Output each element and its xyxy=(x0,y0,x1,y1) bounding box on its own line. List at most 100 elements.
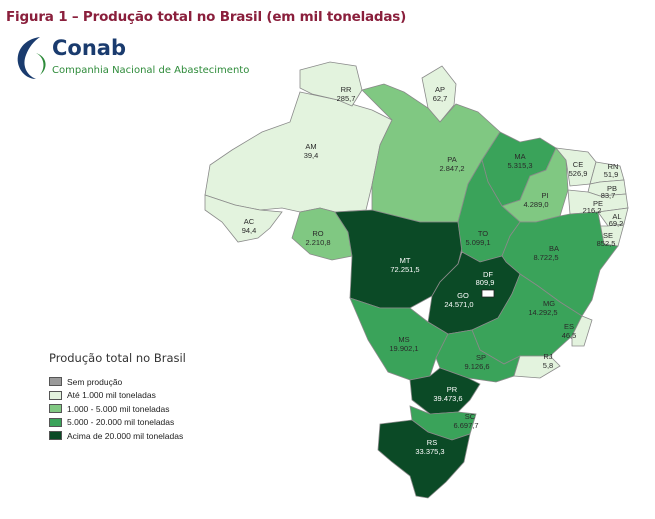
label-SE: SE 852,5 xyxy=(597,231,616,248)
label-value: 5,8 xyxy=(543,361,553,370)
label-SP: SP 9.126,6 xyxy=(464,353,489,371)
label-AM: AM 39,4 xyxy=(304,142,319,160)
label-abbr: PA xyxy=(447,155,456,164)
legend-label: 1.000 - 5.000 mil toneladas xyxy=(67,403,170,414)
label-abbr: AP xyxy=(435,85,445,94)
label-MS: MS 19.902,1 xyxy=(389,335,418,353)
state-PR xyxy=(409,367,481,415)
label-value: 19.902,1 xyxy=(389,344,418,353)
label-abbr: AL xyxy=(612,212,621,221)
label-value: 33.375,3 xyxy=(415,447,444,456)
legend-label: Acima de 20.000 mil toneladas xyxy=(67,430,184,441)
label-abbr: ES xyxy=(564,322,574,331)
label-value: 62,7 xyxy=(433,94,448,103)
label-PR: PR 39.473,6 xyxy=(433,385,462,403)
label-AP: AP 62,7 xyxy=(433,85,448,103)
label-abbr: RS xyxy=(427,438,437,447)
label-RJ: RJ 5,8 xyxy=(543,352,553,370)
label-AL: AL 69,2 xyxy=(609,212,624,228)
label-abbr: MT xyxy=(400,256,411,265)
label-value: 5.315,3 xyxy=(507,161,532,170)
legend-title: Produção total no Brasil xyxy=(49,351,186,365)
legend-label: 5.000 - 20.000 mil toneladas xyxy=(67,417,175,428)
legend-item: Sem produção xyxy=(49,375,186,389)
label-abbr: DF xyxy=(483,270,493,279)
label-abbr: MG xyxy=(543,299,555,308)
label-abbr: SE xyxy=(603,231,613,240)
state-ES xyxy=(571,315,593,347)
state-RS xyxy=(377,419,471,499)
label-MG: MG 14.292,5 xyxy=(528,299,557,317)
label-RS: RS 33.375,3 xyxy=(415,438,444,456)
legend-item: 5.000 - 20.000 mil toneladas xyxy=(49,416,186,430)
label-PI: PI 4.289,0 xyxy=(523,191,548,209)
label-value: 526,9 xyxy=(569,169,588,178)
legend-swatch xyxy=(49,417,62,427)
label-value: 69,2 xyxy=(609,219,624,228)
label-abbr: RN xyxy=(608,162,619,171)
legend-swatch xyxy=(49,404,62,414)
label-BA: BA 8.722,5 xyxy=(533,244,559,262)
label-value: 4.289,0 xyxy=(523,200,548,209)
label-RN: RN 51,9 xyxy=(604,162,619,179)
label-PA: PA 2.847,2 xyxy=(439,155,464,173)
label-value: 5.099,1 xyxy=(465,238,490,247)
map-labels: RR 285,7 AP 62,7 AM 39,4 PA 2.847,2 AC 94,4 R… xyxy=(242,85,624,456)
label-abbr: CE xyxy=(573,160,583,169)
label-abbr: MS xyxy=(398,335,409,344)
label-value: 6.697,7 xyxy=(453,421,478,430)
map-legend: Produção total no Brasil Sem produção At… xyxy=(49,351,186,443)
label-SC: SC 6.697,7 xyxy=(453,412,478,430)
label-value: 83,7 xyxy=(601,191,616,200)
legend-label: Até 1.000 mil toneladas xyxy=(67,390,156,401)
label-value: 2.847,2 xyxy=(439,164,464,173)
label-value: 9.126,6 xyxy=(464,362,489,371)
logo-name: Conab xyxy=(52,36,126,60)
label-value: 809,9 xyxy=(476,278,495,287)
figure-title: Figura 1 – Produção total no Brasil (em … xyxy=(6,9,407,25)
label-AC: AC 94,4 xyxy=(242,217,257,235)
label-abbr: MA xyxy=(514,152,525,161)
label-abbr: PE xyxy=(593,199,603,208)
label-value: 24.571,0 xyxy=(444,300,473,309)
legend-swatch xyxy=(49,390,62,400)
legend-item: 1.000 - 5.000 mil toneladas xyxy=(49,402,186,416)
label-TO: TO 5.099,1 xyxy=(465,229,490,247)
label-MT: MT 72.251,5 xyxy=(390,256,419,274)
label-abbr: RO xyxy=(312,229,323,238)
label-value: 216,2 xyxy=(583,206,602,215)
label-MA: MA 5.315,3 xyxy=(507,152,532,170)
label-value: 852,5 xyxy=(597,239,616,248)
conab-emblem-icon xyxy=(17,37,46,79)
legend-item: Acima de 20.000 mil toneladas xyxy=(49,429,186,443)
label-abbr: SP xyxy=(476,353,486,362)
label-abbr: AM xyxy=(305,142,316,151)
label-abbr: RR xyxy=(341,85,352,94)
legend-label: Sem produção xyxy=(67,376,123,387)
label-abbr: PR xyxy=(447,385,458,394)
label-GO: GO 24.571,0 xyxy=(444,291,473,309)
legend-swatch xyxy=(49,377,62,387)
label-RR: RR 285,7 xyxy=(337,85,356,103)
label-value: 94,4 xyxy=(242,226,257,235)
label-value: 39.473,6 xyxy=(433,394,462,403)
legend-swatch xyxy=(49,431,62,441)
label-value: 46,5 xyxy=(562,331,577,340)
label-abbr: AC xyxy=(244,217,255,226)
label-value: 51,9 xyxy=(604,170,619,179)
label-value: 2.210,8 xyxy=(305,238,330,247)
label-abbr: PI xyxy=(541,191,548,200)
state-RJ xyxy=(513,355,561,379)
label-CE: CE 526,9 xyxy=(569,160,588,178)
state-AM xyxy=(204,91,393,213)
label-ES: ES 46,5 xyxy=(562,322,577,340)
label-value: 72.251,5 xyxy=(390,265,419,274)
label-abbr: SC xyxy=(465,412,476,421)
label-abbr: BA xyxy=(549,244,559,253)
state-AC xyxy=(204,194,283,243)
label-abbr: GO xyxy=(457,291,469,300)
label-value: 8.722,5 xyxy=(533,253,558,262)
label-RO: RO 2.210,8 xyxy=(305,229,330,247)
label-PB: PB 83,7 xyxy=(601,184,617,200)
